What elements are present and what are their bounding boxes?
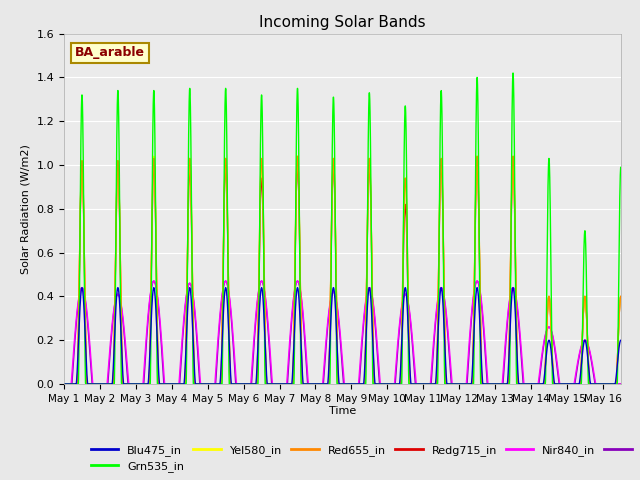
Grn535_in [635, 381, 640, 387]
Nir840_in [400, 292, 408, 298]
Line: Nir840_in: Nir840_in [64, 281, 639, 384]
Yel580_in [268, 381, 276, 387]
Nir840_in [426, 381, 433, 387]
Grn535_in [517, 381, 525, 387]
Nir945_in [89, 381, 97, 387]
Grn535_in [60, 381, 68, 387]
Yel580_in [400, 196, 408, 202]
Redg715_in [400, 220, 408, 226]
Grn535_in [268, 381, 276, 387]
Line: Redg715_in: Redg715_in [64, 165, 639, 384]
Blu475_in [60, 381, 68, 387]
Nir840_in [517, 341, 525, 347]
Nir840_in [89, 381, 97, 387]
Nir945_in [150, 278, 157, 284]
Y-axis label: Solar Radiation (W/m2): Solar Radiation (W/m2) [21, 144, 31, 274]
X-axis label: Time: Time [329, 407, 356, 417]
Nir945_in [60, 381, 68, 387]
Nir840_in [60, 381, 68, 387]
Line: Blu475_in: Blu475_in [64, 288, 639, 384]
Yel580_in [89, 381, 97, 387]
Red655_in [60, 381, 68, 387]
Legend: Blu475_in, Grn535_in, Yel580_in, Red655_in, Redg715_in, Nir840_in, Nir945_in: Blu475_in, Grn535_in, Yel580_in, Red655_… [86, 440, 640, 477]
Yel580_in [150, 154, 157, 159]
Nir945_in [426, 381, 433, 387]
Redg715_in [486, 381, 494, 387]
Red655_in [426, 381, 433, 387]
Blu475_in [268, 381, 276, 387]
Nir840_in [268, 378, 276, 384]
Yel580_in [517, 381, 525, 387]
Red655_in [509, 154, 517, 159]
Line: Red655_in: Red655_in [64, 156, 639, 384]
Red655_in [400, 199, 408, 204]
Red655_in [268, 381, 276, 387]
Nir840_in [150, 278, 157, 284]
Grn535_in [400, 156, 408, 161]
Blu475_in [400, 291, 408, 297]
Redg715_in [635, 381, 640, 387]
Yel580_in [635, 381, 640, 387]
Nir945_in [517, 348, 525, 354]
Blu475_in [89, 381, 97, 387]
Redg715_in [517, 381, 525, 387]
Nir945_in [400, 293, 408, 299]
Nir840_in [486, 381, 494, 387]
Red655_in [517, 381, 525, 387]
Line: Nir945_in: Nir945_in [64, 281, 639, 384]
Blu475_in [426, 381, 433, 387]
Yel580_in [486, 381, 494, 387]
Line: Grn535_in: Grn535_in [64, 73, 639, 384]
Redg715_in [89, 381, 97, 387]
Grn535_in [426, 381, 433, 387]
Redg715_in [60, 381, 68, 387]
Redg715_in [78, 162, 86, 168]
Grn535_in [486, 381, 494, 387]
Nir945_in [268, 381, 276, 387]
Nir840_in [635, 381, 640, 387]
Line: Yel580_in: Yel580_in [64, 156, 639, 384]
Red655_in [89, 381, 97, 387]
Red655_in [635, 381, 640, 387]
Redg715_in [268, 381, 276, 387]
Grn535_in [89, 381, 97, 387]
Nir945_in [486, 381, 494, 387]
Redg715_in [426, 381, 433, 387]
Red655_in [486, 381, 494, 387]
Yel580_in [60, 381, 68, 387]
Blu475_in [78, 285, 86, 290]
Nir945_in [635, 381, 640, 387]
Blu475_in [486, 381, 494, 387]
Yel580_in [426, 381, 433, 387]
Title: Incoming Solar Bands: Incoming Solar Bands [259, 15, 426, 30]
Blu475_in [635, 381, 640, 387]
Text: BA_arable: BA_arable [75, 47, 145, 60]
Grn535_in [509, 70, 517, 76]
Blu475_in [517, 381, 525, 387]
